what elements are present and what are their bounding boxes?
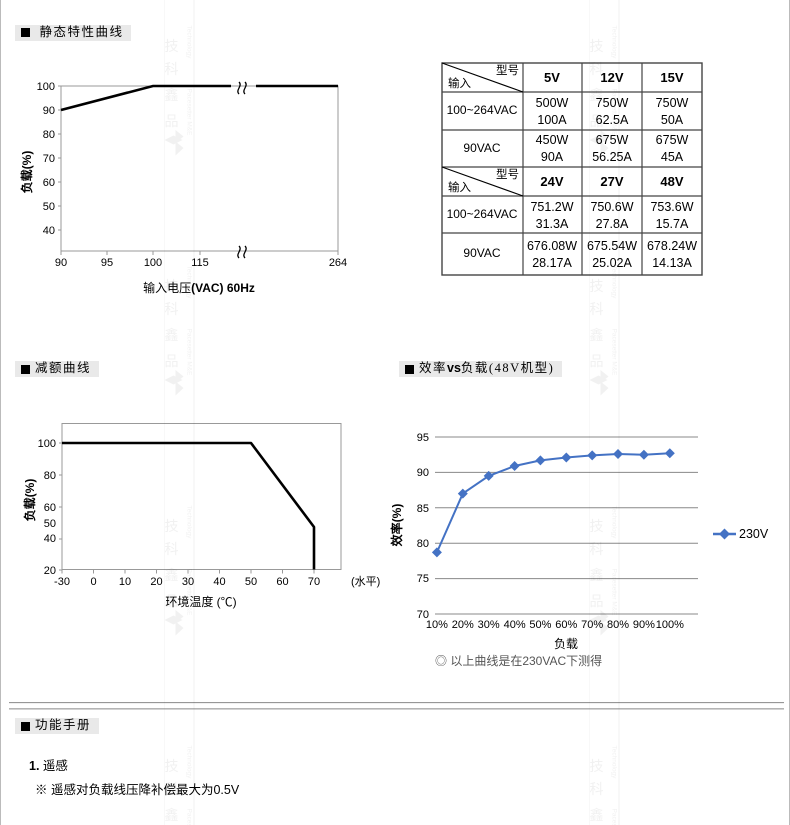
svg-text:50A: 50A [661,113,684,127]
svg-text:100A: 100A [537,113,567,127]
svg-text:450W: 450W [536,133,569,147]
svg-text:750W: 750W [596,96,629,110]
svg-text:100~264VAC: 100~264VAC [447,207,518,221]
svg-text:500W: 500W [536,96,569,110]
svg-text:675W: 675W [656,133,689,147]
svg-text:12V: 12V [600,70,623,85]
svg-text:678.24W: 678.24W [647,239,697,253]
svg-text:输入: 输入 [448,76,471,90]
svg-text:90A: 90A [541,150,564,164]
svg-text:24V: 24V [540,174,563,189]
svg-text:输入: 输入 [448,180,471,194]
svg-text:28.17A: 28.17A [532,256,572,270]
svg-text:15V: 15V [660,70,683,85]
svg-text:676.08W: 676.08W [527,239,577,253]
svg-text:25.02A: 25.02A [592,256,632,270]
svg-text:型号: 型号 [496,167,519,181]
svg-text:27.8A: 27.8A [596,217,629,231]
svg-text:31.3A: 31.3A [536,217,569,231]
svg-text:型号: 型号 [496,63,519,77]
svg-text:90VAC: 90VAC [463,246,500,260]
svg-text:27V: 27V [600,174,623,189]
svg-text:675.54W: 675.54W [587,239,637,253]
svg-text:5V: 5V [544,70,560,85]
svg-text:62.5A: 62.5A [596,113,629,127]
svg-text:100~264VAC: 100~264VAC [447,103,518,117]
svg-text:45A: 45A [661,150,684,164]
svg-text:750W: 750W [656,96,689,110]
svg-text:15.7A: 15.7A [656,217,689,231]
svg-text:753.6W: 753.6W [650,200,693,214]
svg-text:48V: 48V [660,174,683,189]
svg-text:751.2W: 751.2W [530,200,573,214]
svg-text:90VAC: 90VAC [463,141,500,155]
svg-text:675W: 675W [596,133,629,147]
svg-text:750.6W: 750.6W [590,200,633,214]
svg-text:14.13A: 14.13A [652,256,692,270]
svg-text:56.25A: 56.25A [592,150,632,164]
